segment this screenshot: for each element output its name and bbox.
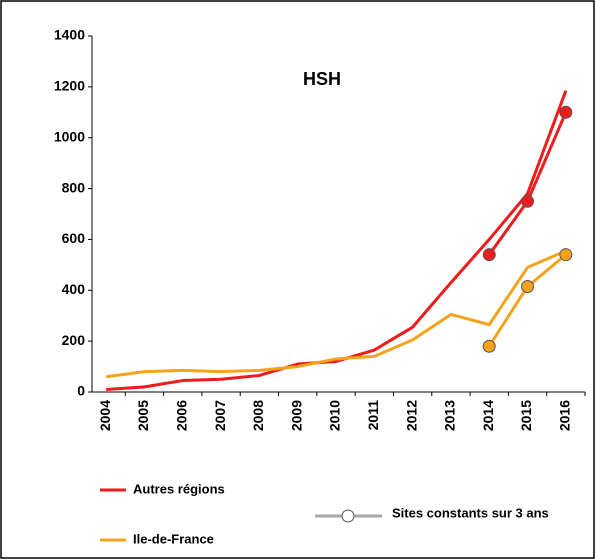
constant-marker <box>559 248 573 262</box>
x-tick-label: 2008 <box>250 400 266 431</box>
x-tick-label: 2007 <box>212 400 228 431</box>
x-tick-label: 2015 <box>518 400 534 431</box>
series-line <box>106 90 568 391</box>
x-tick-label: 2012 <box>403 400 419 431</box>
x-tick-label: 2016 <box>557 400 573 431</box>
y-tick-label: 600 <box>62 230 86 246</box>
y-tick-label: 400 <box>62 281 86 297</box>
legend-label: Ile-de-France <box>133 531 214 546</box>
constant-marker <box>521 279 535 293</box>
y-tick-label: 0 <box>77 383 85 399</box>
y-tick-label: 1200 <box>54 78 85 94</box>
legend-marker <box>341 509 355 523</box>
legend-label: Autres régions <box>133 481 225 496</box>
y-tick-label: 200 <box>62 332 86 348</box>
constant-marker <box>521 194 535 208</box>
x-tick-label: 2009 <box>288 400 304 431</box>
constant-marker <box>482 339 496 353</box>
constant-marker <box>482 248 496 262</box>
y-tick-label: 1000 <box>54 128 85 144</box>
x-tick-label: 2013 <box>442 400 458 431</box>
x-tick-label: 2006 <box>173 400 189 431</box>
x-tick-label: 2005 <box>135 400 151 431</box>
x-tick-label: 2010 <box>327 400 343 431</box>
y-tick-label: 800 <box>62 179 86 195</box>
x-tick-label: 2014 <box>480 400 496 431</box>
x-tick-label: 2004 <box>97 400 113 431</box>
chart-title: HSH <box>303 69 341 89</box>
constant-marker <box>559 105 573 119</box>
legend-label: Sites constants sur 3 ans <box>392 505 549 520</box>
x-tick-label: 2011 <box>365 400 381 431</box>
y-tick-label: 1400 <box>54 27 85 43</box>
series-line <box>105 249 567 379</box>
